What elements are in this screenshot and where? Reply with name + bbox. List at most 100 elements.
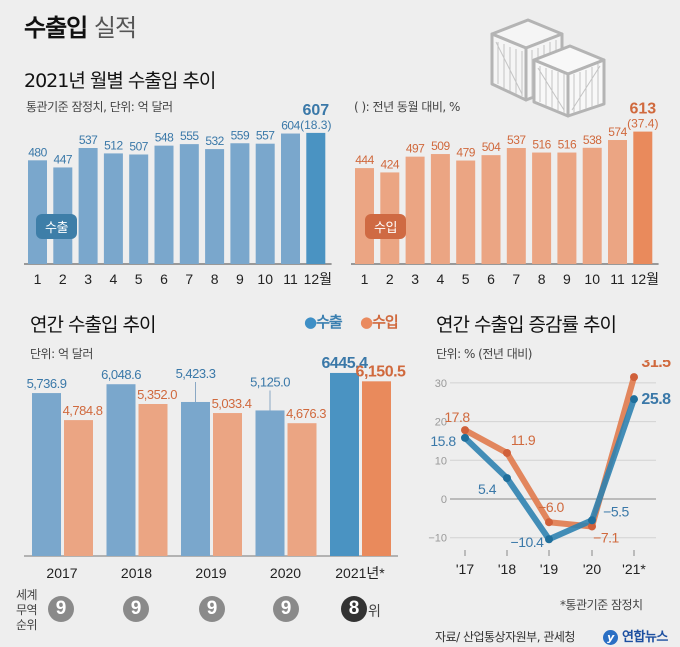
bar-value-label: 5,352.0	[137, 387, 177, 402]
legend-import-dot-icon: ●	[360, 313, 373, 331]
bar-value-label-highlight: 613	[629, 101, 656, 118]
y-tick-label: 10	[435, 455, 447, 467]
bar-export-2018	[106, 384, 136, 556]
y-tick-label: 20	[435, 417, 447, 429]
bar-yoy-label: (18.3)	[300, 118, 331, 132]
monthly-note-left: 통관기준 잠정치, 단위: 억 달러	[26, 100, 173, 114]
annual-title: 연간 수출입 추이	[30, 314, 156, 336]
bar-month-5	[129, 154, 149, 264]
bar-month-10	[255, 143, 275, 264]
bar-import-2021년*	[362, 381, 391, 556]
bar-month-8	[205, 149, 225, 264]
point-value-label: −7.1	[593, 529, 619, 545]
growth-chart: 30 20 10 0 −10 '17 '18 '19 '20 '21* 17.8 11.9 −6.0 −7…	[428, 360, 671, 577]
bar-value-label: 557	[256, 129, 275, 143]
rank-circle-2018: 9	[123, 596, 149, 622]
x-tick-label: 1	[34, 271, 42, 287]
rank-circle-2017: 9	[48, 596, 74, 622]
bar-value-label: 537	[507, 133, 526, 147]
legend-import: ●수입	[360, 311, 399, 332]
main-title-light: 실적	[93, 14, 137, 42]
yonhap-logo-icon: y	[603, 630, 618, 645]
x-tick-label: 7	[185, 271, 193, 287]
bar-value-label: 5,033.4	[212, 396, 252, 411]
bar-month-11	[608, 140, 627, 264]
point-value-label: 5.4	[478, 481, 497, 497]
x-tick-label: 6	[160, 271, 168, 287]
bar-export-2020	[255, 410, 285, 556]
x-tick-label: 2017	[46, 565, 77, 581]
annual-chart: 5,736.9 4,784.8 2017 6,048.6 5,352.0 2018 5,42…	[24, 355, 407, 581]
bar-value-label: 512	[104, 138, 123, 152]
bar-import-2018	[138, 404, 168, 556]
bar-value-label: 516	[558, 138, 577, 152]
data-point	[503, 448, 511, 457]
point-value-label: 15.8	[430, 433, 456, 449]
x-tick-label: 9	[236, 271, 244, 287]
y-tick-label: 0	[441, 494, 447, 506]
bar-month-3	[405, 156, 425, 264]
bar-value-label: 6445.4	[322, 355, 369, 372]
rank-label: 세계 무역 순위	[16, 588, 38, 633]
bar-value-label: 537	[79, 133, 98, 147]
data-point	[588, 516, 596, 525]
x-tick-label: '21*	[622, 561, 646, 577]
data-point	[503, 474, 511, 483]
bar-value-label: 504	[482, 140, 501, 154]
bar-month-4	[430, 154, 450, 264]
bar-value-label: 538	[583, 133, 602, 147]
x-tick-label: 2018	[121, 565, 152, 581]
y-tick-label: −10	[428, 533, 447, 545]
bar-value-label: 6,048.6	[101, 367, 141, 382]
bar-value-label: 444	[355, 153, 374, 167]
point-value-label: 25.8	[641, 391, 671, 408]
x-tick-label: 4	[110, 271, 118, 287]
x-tick-label: 2020	[270, 565, 301, 581]
bar-value-label: 424	[381, 157, 400, 171]
import-badge: 수입	[365, 214, 406, 239]
yonhap-logo-text: 연합뉴스	[622, 630, 668, 645]
bar-month-3	[78, 148, 98, 264]
legend-import-label: 수입	[372, 313, 399, 331]
bar-value-label: 6,150.5	[356, 363, 406, 380]
x-tick-label: 2	[386, 271, 394, 287]
bar-value-label: 548	[155, 131, 174, 145]
main-title: 수출입 실적	[24, 8, 137, 43]
bar-month-8	[532, 152, 552, 264]
x-tick-label: 12월	[631, 271, 659, 287]
bar-month-5	[456, 160, 476, 264]
bar-month-6	[481, 155, 501, 264]
bar-month-1	[355, 168, 374, 264]
data-point	[545, 535, 553, 544]
data-point	[630, 373, 638, 382]
x-tick-label: 10	[584, 271, 600, 287]
x-tick-label: '17	[456, 561, 474, 577]
x-tick-label: 10	[257, 271, 273, 287]
growth-footnote: *통관기준 잠정치	[560, 598, 643, 612]
bar-value-label: 497	[406, 142, 425, 156]
legend-export: ●수출	[304, 311, 343, 332]
rank-circle-2019: 9	[199, 596, 225, 622]
bar-yoy-label: (37.4)	[627, 117, 658, 131]
x-tick-label: '19	[540, 561, 558, 577]
bar-month-10	[582, 147, 602, 264]
monthly-import-chart: 444 1 424 2 497 3 509 4 479 5 504 6 537 7 516 8 516 9 538 1…	[351, 101, 659, 287]
bar-month-6	[154, 145, 174, 264]
bar-month-9	[230, 143, 250, 264]
x-tick-label: 7	[512, 271, 520, 287]
data-point	[630, 395, 638, 404]
bar-import-2019	[213, 413, 242, 556]
x-tick-label: 6	[487, 271, 495, 287]
x-tick-label: 11	[610, 271, 625, 287]
bar-month-12	[633, 131, 653, 264]
point-value-label: −10.4	[511, 534, 545, 550]
x-tick-label: 9	[563, 271, 571, 287]
bar-value-label: 480	[28, 145, 47, 159]
bar-month-12	[306, 132, 326, 264]
export-badge: 수출	[36, 214, 77, 239]
bar-import-2020	[287, 423, 317, 556]
x-tick-label: 8	[211, 271, 219, 287]
point-value-label: 31.5	[641, 360, 671, 371]
bar-month-1	[28, 160, 47, 264]
x-tick-label: 11	[283, 271, 298, 287]
